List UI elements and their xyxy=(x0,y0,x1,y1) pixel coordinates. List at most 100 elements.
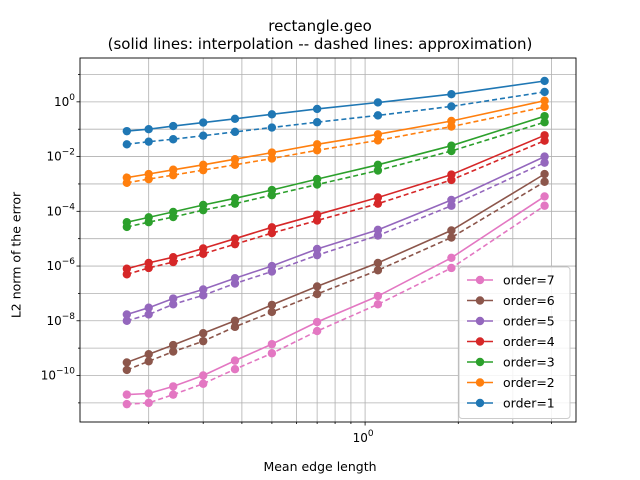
y-tick-label: 10−8 xyxy=(46,312,75,328)
data-point-order-1-interpolation xyxy=(168,121,178,131)
legend-label: order=2 xyxy=(503,375,555,390)
data-point-order-2-interpolation xyxy=(144,169,153,179)
data-point-order-4-interpolation xyxy=(168,253,178,262)
data-point-order-5-approximation xyxy=(540,158,549,167)
data-point-order-4-interpolation xyxy=(312,210,322,219)
series-line-order-2-approximation xyxy=(126,106,545,184)
data-point-order-1-interpolation xyxy=(267,110,277,119)
legend-label: order=3 xyxy=(503,355,555,370)
data-point-order-4-approximation xyxy=(267,228,277,238)
data-point-order-1-interpolation xyxy=(230,114,240,124)
data-point-order-1-interpolation xyxy=(144,125,153,134)
data-point-order-7-interpolation xyxy=(168,382,178,391)
data-point-order-1-approximation xyxy=(168,135,178,144)
data-point-order-2-interpolation xyxy=(267,148,277,157)
data-point-order-6-approximation xyxy=(122,365,132,375)
legend-marker xyxy=(475,357,485,367)
data-point-order-7-interpolation xyxy=(447,253,456,263)
data-point-order-7-interpolation xyxy=(540,192,549,201)
data-point-order-5-approximation xyxy=(199,291,208,300)
data-point-order-3-interpolation xyxy=(447,141,456,150)
data-point-order-1-approximation xyxy=(447,102,456,111)
legend-label: order=6 xyxy=(503,293,555,308)
data-point-order-1-interpolation xyxy=(312,104,322,114)
x-tick-label: 100 xyxy=(353,429,374,445)
data-point-order-1-approximation xyxy=(122,140,132,149)
y-tick-label: 10−2 xyxy=(46,148,75,164)
data-point-order-1-approximation xyxy=(540,87,549,97)
data-point-order-3-interpolation xyxy=(312,174,322,184)
data-point-order-3-interpolation xyxy=(540,111,549,121)
data-point-order-6-interpolation xyxy=(230,316,240,325)
data-point-order-4-interpolation xyxy=(122,264,132,273)
legend-box xyxy=(458,266,571,419)
data-point-order-6-approximation xyxy=(267,307,277,317)
y-tick-label: 10−10 xyxy=(41,367,76,383)
data-point-order-1-interpolation xyxy=(540,76,549,86)
data-point-order-1-interpolation xyxy=(373,98,383,107)
data-point-order-7-interpolation xyxy=(312,317,322,327)
data-point-order-7-approximation xyxy=(267,349,277,358)
data-point-order-6-approximation xyxy=(168,347,178,356)
legend: order=7 order=6 order=5 order=4 order=3 order… xyxy=(458,266,571,419)
data-point-order-5-approximation xyxy=(144,310,153,319)
legend-label: order=1 xyxy=(503,396,555,411)
data-point-order-3-interpolation xyxy=(144,213,153,222)
series-line-order-6-interpolation xyxy=(126,173,546,364)
data-point-order-6-approximation xyxy=(312,289,322,299)
series-line-order-5-approximation xyxy=(126,161,545,322)
data-point-order-3-interpolation xyxy=(122,217,132,227)
data-point-order-3-interpolation xyxy=(199,200,208,210)
data-point-order-7-approximation xyxy=(540,201,549,210)
series-line-order-6-approximation xyxy=(126,181,546,371)
data-point-order-2-interpolation xyxy=(122,173,132,182)
data-point-order-7-interpolation xyxy=(144,389,153,398)
data-point-order-7-interpolation xyxy=(230,356,240,365)
data-point-order-1-approximation xyxy=(144,137,153,146)
data-point-order-2-interpolation xyxy=(312,140,322,149)
data-point-order-2-interpolation xyxy=(168,165,178,174)
legend-marker xyxy=(475,337,485,346)
data-point-order-5-interpolation xyxy=(312,244,322,254)
series-line-order-4-interpolation xyxy=(126,134,545,270)
data-point-order-7-approximation xyxy=(230,364,240,374)
data-point-order-6-interpolation xyxy=(144,350,153,359)
data-point-order-7-approximation xyxy=(144,398,153,408)
data-point-order-5-interpolation xyxy=(168,294,178,303)
data-point-order-5-interpolation xyxy=(144,303,153,312)
data-point-order-4-interpolation xyxy=(267,223,277,232)
series-line-order-7-interpolation xyxy=(126,195,546,396)
data-point-order-7-approximation xyxy=(122,399,132,409)
legend-marker xyxy=(475,378,485,387)
data-point-order-1-interpolation xyxy=(122,126,132,136)
data-point-order-7-approximation xyxy=(312,326,322,336)
legend-label: order=7 xyxy=(503,273,555,288)
legend-label: order=5 xyxy=(503,314,555,329)
data-point-order-1-approximation xyxy=(267,123,277,132)
data-point-order-7-interpolation xyxy=(373,291,383,301)
data-point-order-6-interpolation xyxy=(168,340,178,350)
data-point-order-6-interpolation xyxy=(199,329,208,338)
y-tick-label: 10−4 xyxy=(46,202,75,218)
data-point-order-4-interpolation xyxy=(144,258,153,268)
data-point-order-4-interpolation xyxy=(199,244,208,253)
series-line-order-2-interpolation xyxy=(126,99,545,179)
y-tick-label: 10−6 xyxy=(46,257,75,273)
data-point-order-6-approximation xyxy=(447,233,456,242)
data-point-order-7-approximation xyxy=(373,300,383,309)
data-point-order-4-interpolation xyxy=(447,170,456,179)
data-point-order-6-approximation xyxy=(540,177,549,186)
data-point-order-3-interpolation xyxy=(267,185,277,195)
data-point-order-5-approximation xyxy=(447,201,456,210)
legend-marker xyxy=(475,398,485,408)
series-line-order-4-approximation xyxy=(126,139,545,276)
data-point-order-2-interpolation xyxy=(199,160,208,170)
y-axis-label: L2 norm of the error xyxy=(8,191,24,319)
data-point-order-4-interpolation xyxy=(540,131,549,140)
legend-marker xyxy=(475,275,485,285)
data-point-order-5-approximation xyxy=(122,316,132,325)
data-point-order-2-interpolation xyxy=(373,130,383,139)
series-line-order-1-approximation xyxy=(126,91,545,146)
